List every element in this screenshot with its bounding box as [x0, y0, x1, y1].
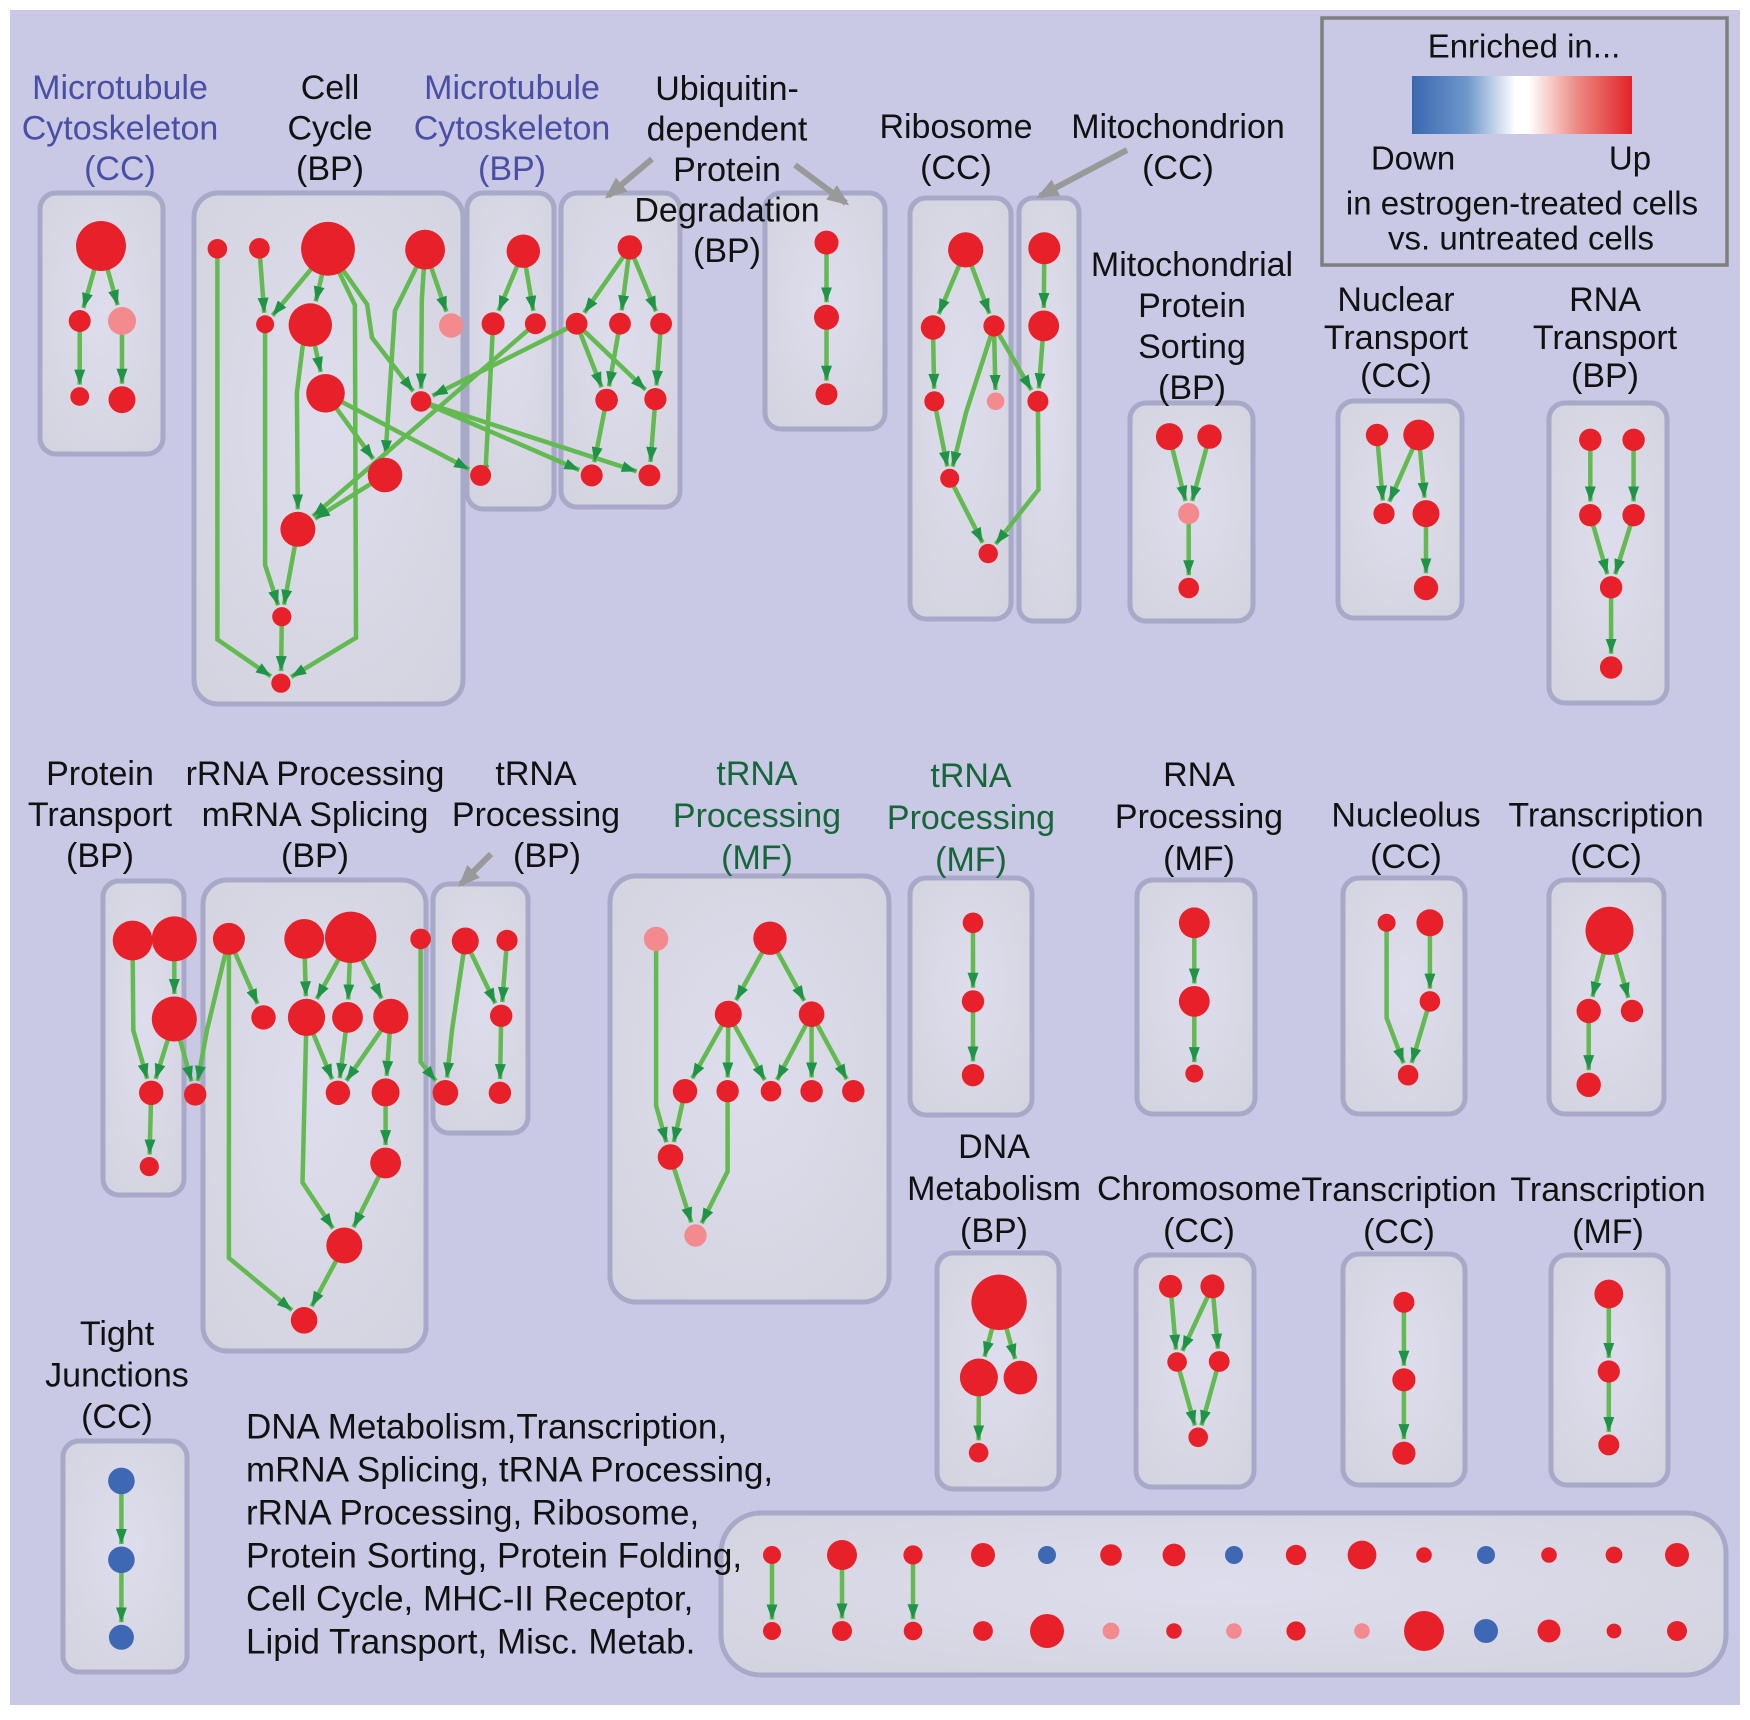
svg-text:Processing: Processing [887, 799, 1055, 837]
svg-text:Transport: Transport [1324, 319, 1469, 357]
svg-text:Junctions: Junctions [45, 1357, 189, 1395]
svg-text:(BP): (BP) [513, 837, 581, 875]
svg-text:Cell: Cell [301, 69, 360, 107]
svg-text:DNA: DNA [958, 1128, 1030, 1166]
svg-text:(MF): (MF) [1163, 840, 1235, 878]
svg-text:RNA: RNA [1569, 281, 1641, 319]
svg-text:tRNA: tRNA [716, 755, 798, 793]
svg-text:Processing: Processing [1115, 798, 1283, 836]
svg-text:RNA: RNA [1163, 756, 1235, 794]
svg-text:Sorting: Sorting [1138, 328, 1246, 366]
svg-text:Protein Sorting, Protein Foldi: Protein Sorting, Protein Folding, [246, 1537, 742, 1576]
svg-text:(BP): (BP) [693, 232, 761, 270]
svg-text:(MF): (MF) [935, 841, 1007, 879]
svg-text:DNA Metabolism,Transcription,: DNA Metabolism,Transcription, [246, 1408, 727, 1447]
svg-text:Microtubule: Microtubule [424, 69, 600, 107]
svg-text:(BP): (BP) [296, 150, 364, 188]
svg-text:tRNA: tRNA [930, 757, 1012, 795]
svg-text:Protein: Protein [46, 755, 154, 793]
svg-text:vs. untreated cells: vs. untreated cells [1388, 220, 1654, 257]
svg-text:Down: Down [1371, 140, 1455, 177]
svg-text:(CC): (CC) [1570, 838, 1642, 876]
svg-text:(BP): (BP) [1571, 357, 1639, 395]
svg-text:Transcription: Transcription [1508, 797, 1703, 835]
svg-text:Mitochondrion: Mitochondrion [1071, 108, 1285, 146]
svg-text:Nuclear: Nuclear [1337, 281, 1454, 319]
svg-text:Enriched in...: Enriched in... [1428, 28, 1621, 65]
svg-text:rRNA Processing: rRNA Processing [186, 755, 445, 793]
svg-text:Processing: Processing [452, 796, 620, 834]
svg-text:(BP): (BP) [478, 150, 546, 188]
svg-text:Cycle: Cycle [287, 110, 372, 148]
svg-text:Tight: Tight [80, 1315, 155, 1353]
svg-text:(BP): (BP) [66, 837, 134, 875]
svg-text:Cell Cycle, MHC-II Receptor,: Cell Cycle, MHC-II Receptor, [246, 1580, 693, 1619]
svg-text:(CC): (CC) [1360, 357, 1432, 395]
svg-text:Protein: Protein [673, 151, 781, 189]
svg-text:Cytoskeleton: Cytoskeleton [22, 110, 219, 148]
svg-text:Ubiquitin-: Ubiquitin- [655, 70, 799, 108]
svg-text:Nucleolus: Nucleolus [1331, 797, 1480, 835]
svg-text:(CC): (CC) [1163, 1212, 1235, 1250]
svg-text:(CC): (CC) [1363, 1213, 1435, 1251]
svg-text:Chromosome: Chromosome [1097, 1170, 1301, 1208]
svg-text:(CC): (CC) [1142, 149, 1214, 187]
svg-text:mRNA Splicing: mRNA Splicing [202, 796, 429, 834]
svg-text:Cytoskeleton: Cytoskeleton [414, 110, 611, 148]
svg-text:(MF): (MF) [1572, 1213, 1644, 1251]
svg-text:Transcription: Transcription [1510, 1171, 1705, 1209]
svg-text:(BP): (BP) [960, 1212, 1028, 1250]
svg-text:Metabolism: Metabolism [907, 1170, 1081, 1208]
svg-text:Degradation: Degradation [634, 192, 819, 230]
svg-text:Mitochondrial: Mitochondrial [1091, 246, 1293, 284]
svg-text:(CC): (CC) [84, 150, 156, 188]
svg-text:mRNA Splicing, tRNA Processing: mRNA Splicing, tRNA Processing, [246, 1451, 773, 1490]
svg-text:(CC): (CC) [920, 149, 992, 187]
svg-text:Transport: Transport [1533, 319, 1678, 357]
svg-text:Up: Up [1609, 140, 1651, 177]
svg-text:Lipid Transport, Misc. Metab.: Lipid Transport, Misc. Metab. [246, 1623, 695, 1662]
svg-text:Transcription: Transcription [1301, 1171, 1496, 1209]
svg-text:Processing: Processing [673, 797, 841, 835]
svg-text:dependent: dependent [647, 111, 808, 149]
svg-text:Microtubule: Microtubule [32, 69, 208, 107]
svg-text:tRNA: tRNA [495, 755, 577, 793]
svg-text:Transport: Transport [28, 796, 173, 834]
svg-text:in estrogen-treated cells: in estrogen-treated cells [1346, 185, 1698, 222]
svg-text:(BP): (BP) [281, 837, 349, 875]
svg-text:(CC): (CC) [1370, 838, 1442, 876]
svg-text:Protein: Protein [1138, 287, 1246, 325]
svg-text:Ribosome: Ribosome [879, 108, 1032, 146]
svg-text:(BP): (BP) [1158, 369, 1226, 407]
svg-text:(MF): (MF) [721, 839, 793, 877]
svg-text:(CC): (CC) [81, 1398, 153, 1436]
svg-text:rRNA Processing, Ribosome,: rRNA Processing, Ribosome, [246, 1494, 699, 1533]
